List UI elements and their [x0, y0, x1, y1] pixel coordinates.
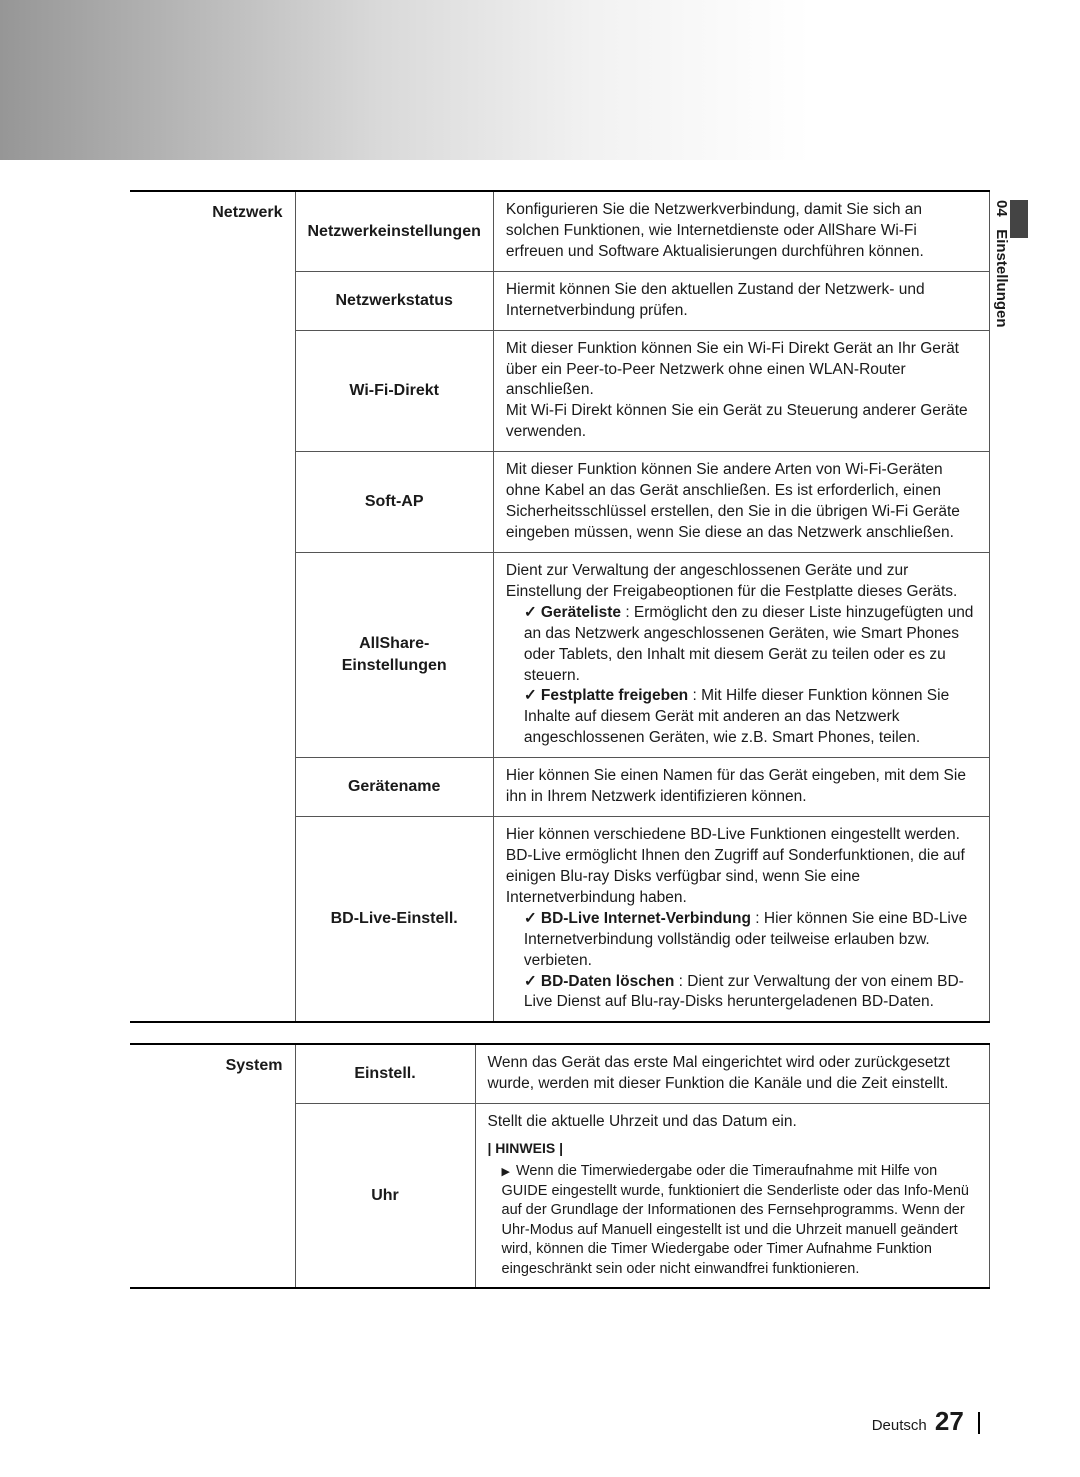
setting-desc: Hiermit können Sie den aktuellen Zustand… [493, 271, 989, 330]
bullet-title: BD-Daten löschen [524, 973, 675, 990]
footer-bar [978, 1412, 980, 1434]
setting-desc: Hier können verschiedene BD-Live Funktio… [493, 817, 989, 1023]
setting-label: Netzwerkeinstellungen [295, 191, 493, 271]
setting-label: BD-Live-Einstell. [295, 817, 493, 1023]
setting-label: Soft-AP [295, 452, 493, 553]
bullet-title: Geräteliste [524, 604, 621, 621]
page-content: Netzwerk Netzwerkeinstellungen Konfiguri… [0, 160, 1080, 1289]
setting-label: Netzwerkstatus [295, 271, 493, 330]
header-gradient [0, 0, 1080, 160]
bullet: BD-Live Internet-Verbindung : Hier könne… [506, 909, 977, 972]
bullet: BD-Daten löschen : Dient zur Verwaltung … [506, 972, 977, 1014]
bullet: Geräteliste : Ermöglicht den zu dieser L… [506, 603, 977, 687]
setting-label: Gerätename [295, 758, 493, 817]
bullet: Festplatte freigeben : Mit Hilfe dieser … [506, 686, 977, 749]
note-label: | HINWEIS | [488, 1139, 978, 1158]
footer-page: 27 [935, 1406, 964, 1436]
table-row: System Einstell. Wenn das Gerät das erst… [130, 1044, 990, 1103]
setting-label: AllShare-Einstellungen [295, 552, 493, 757]
setting-desc: Konfigurieren Sie die Netzwerkverbindung… [493, 191, 989, 271]
setting-desc: Wenn das Gerät das erste Mal eingerichte… [475, 1044, 990, 1103]
setting-desc: Stellt die aktuelle Uhrzeit und das Datu… [475, 1104, 990, 1289]
bullet-title: BD-Live Internet-Verbindung [524, 910, 751, 927]
bullet-title: Festplatte freigeben [524, 687, 688, 704]
desc-intro: Stellt die aktuelle Uhrzeit und das Datu… [488, 1112, 978, 1133]
setting-label: Wi-Fi-Direkt [295, 330, 493, 452]
category-cell: Netzwerk [130, 191, 295, 1022]
setting-desc: Mit dieser Funktion können Sie ein Wi-Fi… [493, 330, 989, 452]
setting-desc: Hier können Sie einen Namen für das Gerä… [493, 758, 989, 817]
page-footer: Deutsch 27 [872, 1406, 980, 1437]
side-tab: 04 Einstellungen [993, 200, 1028, 328]
netzwerk-table: Netzwerk Netzwerkeinstellungen Konfiguri… [130, 190, 990, 1023]
footer-lang: Deutsch [872, 1417, 927, 1434]
setting-label: Uhr [295, 1104, 475, 1289]
desc-intro: Hier können verschiedene BD-Live Funktio… [506, 825, 977, 909]
system-table: System Einstell. Wenn das Gerät das erst… [130, 1043, 990, 1289]
side-tab-bar [1010, 200, 1028, 238]
note-text: Wenn die Timerwiedergabe oder die Timera… [502, 1163, 969, 1277]
table-row: Netzwerk Netzwerkeinstellungen Konfiguri… [130, 191, 990, 271]
category-cell: System [130, 1044, 295, 1288]
side-tab-num: 04 [993, 200, 1010, 217]
note-body: Wenn die Timerwiedergabe oder die Timera… [488, 1162, 978, 1279]
desc-intro: Dient zur Verwaltung der angeschlossenen… [506, 561, 977, 603]
side-tab-label: Einstellungen [993, 229, 1010, 327]
setting-desc: Mit dieser Funktion können Sie andere Ar… [493, 452, 989, 553]
setting-desc: Dient zur Verwaltung der angeschlossenen… [493, 552, 989, 757]
setting-label: Einstell. [295, 1044, 475, 1103]
